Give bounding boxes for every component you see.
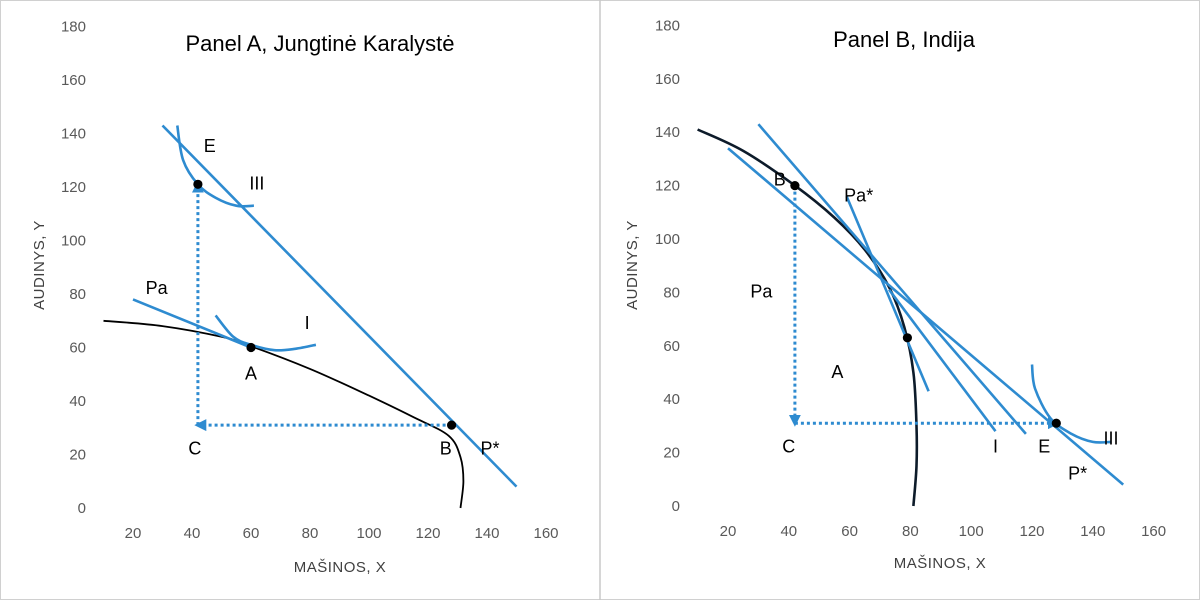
x-tick-label: 60 — [841, 523, 858, 540]
panel-b-ticks: 0 20 40 60 80 100 120 140 160 180 20 40 60 80 100 120 14… — [655, 17, 1166, 540]
label-pa: Pa — [750, 282, 773, 302]
point-a-marker — [246, 342, 256, 353]
x-tick-label: 160 — [1141, 523, 1166, 540]
y-tick-label: 100 — [61, 233, 86, 250]
p--price-line — [161, 124, 518, 488]
pa--indifference-curve — [1030, 364, 1112, 444]
x-tick-label: 100 — [356, 525, 381, 542]
y-tick-label: 20 — [663, 445, 680, 462]
label-p: P* — [1068, 463, 1087, 483]
y-tick-label: 140 — [61, 126, 86, 143]
pa-price-line — [132, 298, 252, 349]
y-tick-label: 120 — [655, 178, 680, 195]
y-tick-label: 100 — [655, 231, 680, 248]
y-tick-label: 40 — [69, 393, 86, 410]
y-tick-label: 80 — [69, 286, 86, 303]
y-tick-label: 0 — [672, 498, 680, 515]
panel-a-markers — [193, 179, 457, 430]
x-tick-label: 40 — [780, 523, 797, 540]
panel-b-title: Panel B, Indija — [833, 27, 976, 52]
x-tick-label: 80 — [302, 525, 319, 542]
i-price-line — [757, 123, 1027, 435]
point-e-marker — [193, 179, 203, 189]
label-i: I — [305, 313, 310, 333]
panel-a-ticks: 0 20 40 60 80 100 120 140 160 180 20 40 60 80 100 120 14… — [61, 19, 559, 543]
panel-b-y-axis-title: AUDINYS, Y — [624, 220, 641, 310]
point-a-marker — [902, 333, 913, 343]
panel-a-x-axis-title: MAŠINOS, X — [294, 559, 387, 576]
label-c: C — [188, 439, 201, 459]
x-tick-label: 20 — [125, 525, 142, 542]
x-tick-label: 40 — [184, 525, 201, 542]
iii-price-line — [727, 147, 1125, 486]
label-pa: Pa — [146, 278, 169, 298]
label-e: E — [1038, 437, 1050, 457]
production-possibility-curve — [697, 128, 919, 507]
point-e-marker — [1051, 418, 1061, 428]
y-tick-label: 160 — [655, 71, 680, 88]
point-b-marker — [790, 181, 800, 191]
label-b: B — [774, 170, 786, 190]
label-iii: III — [249, 174, 264, 194]
y-tick-label: 140 — [655, 124, 680, 141]
panel-b-x-axis-title: MAŠINOS, X — [894, 555, 987, 572]
x-tick-label: 100 — [959, 523, 984, 540]
x-tick-label: 60 — [243, 525, 260, 542]
y-tick-label: 60 — [663, 338, 680, 355]
y-tick-label: 160 — [61, 72, 86, 89]
panel-b-markers — [790, 181, 1061, 428]
p--price-line — [888, 288, 997, 432]
x-tick-label: 120 — [1019, 523, 1044, 540]
label-e: E — [204, 136, 216, 156]
i-indifference-curve — [214, 314, 317, 352]
x-tick-label: 140 — [1080, 523, 1105, 540]
y-tick-label: 0 — [78, 500, 86, 517]
x-tick-label: 160 — [533, 525, 558, 542]
panel-a-curves — [103, 124, 518, 509]
label-pa: Pa* — [844, 186, 873, 206]
x-tick-label: 140 — [474, 525, 499, 542]
panel-b-curves — [697, 123, 1125, 507]
x-tick-label: 20 — [720, 523, 737, 540]
label-i: I — [993, 437, 998, 457]
y-tick-label: 60 — [69, 340, 86, 357]
y-tick-label: 180 — [655, 17, 680, 34]
y-tick-label: 40 — [663, 391, 680, 408]
panel-b: Panel B, Indija MAŠINOS, X AUDINYS, Y 0 2… — [624, 17, 1166, 572]
x-tick-label: 120 — [415, 525, 440, 542]
panel-a-title: Panel A, Jungtinė Karalystė — [185, 31, 454, 56]
label-iii: III — [1103, 429, 1118, 449]
y-tick-label: 80 — [663, 284, 680, 301]
label-a: A — [831, 362, 843, 382]
y-tick-label: 120 — [61, 179, 86, 196]
label-p: P* — [480, 439, 499, 459]
panel-a-y-axis-title: AUDINYS, Y — [31, 220, 48, 310]
point-b-marker — [447, 420, 457, 430]
label-b: B — [440, 439, 452, 459]
y-tick-label: 20 — [69, 447, 86, 464]
pa-price-line — [845, 195, 930, 392]
iii-indifference-curve — [176, 125, 254, 208]
panel-b-labels: B Pa* Pa A C I E III P* — [750, 170, 1118, 484]
x-tick-label: 80 — [902, 523, 919, 540]
panel-a: Panel A, Jungtinė Karalystė MAŠINOS, X A… — [31, 19, 559, 577]
label-a: A — [245, 364, 257, 384]
label-c: C — [782, 437, 795, 457]
y-tick-label: 180 — [61, 19, 86, 36]
production-possibility-curve — [103, 319, 465, 509]
